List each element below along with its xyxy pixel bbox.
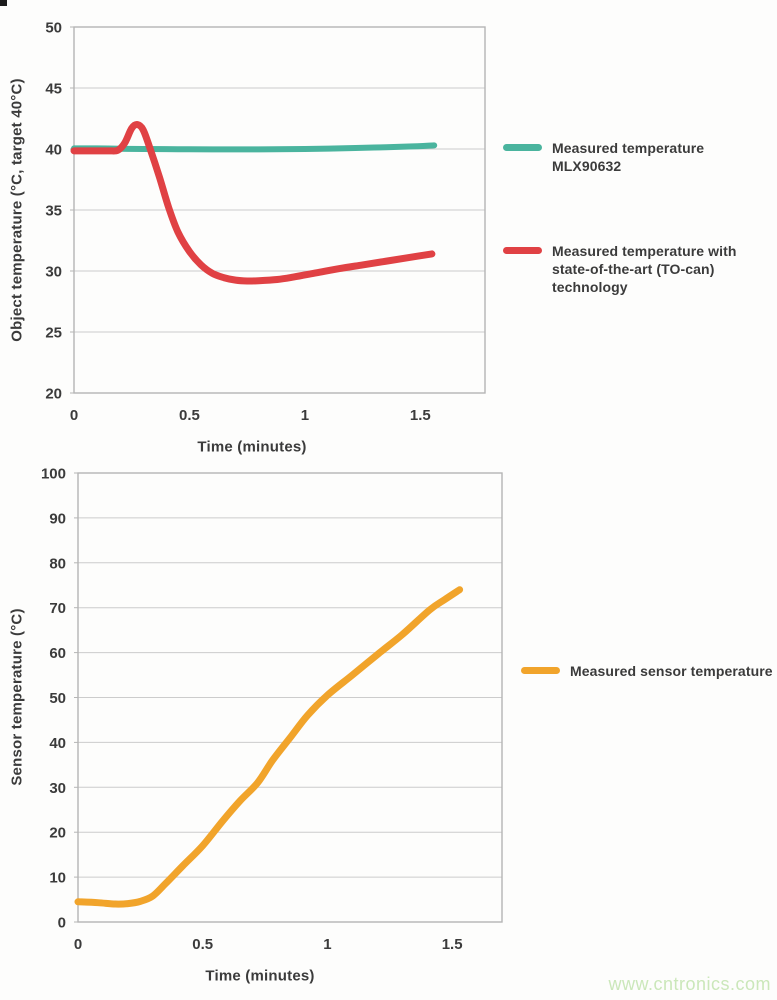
plot-area: 20 25 30 35 40 45 50 0 0.5 1 1.5 [45, 20, 486, 424]
y-tick-label: 20 [45, 386, 62, 403]
legend-swatch-sensor [521, 667, 560, 674]
y-axis-title: Sensor temperature (°C) [8, 608, 26, 786]
y-tick-label: 0 [58, 915, 66, 932]
y-tick-label: 40 [49, 735, 66, 752]
y-tick-label: 60 [49, 645, 66, 662]
plot-border [73, 26, 486, 394]
x-tick-label: 1 [323, 936, 331, 953]
y-tick-label: 50 [45, 20, 62, 37]
series-line-1 [70, 121, 436, 285]
x-tick-label: 1.5 [410, 407, 431, 424]
plot-area: 0 10 20 30 40 50 60 70 80 90 100 0 0.5 1 1.5 [41, 466, 503, 953]
y-tick-label: 20 [49, 825, 66, 842]
legend-item: Measured sensor temperature [521, 662, 773, 680]
plot-border [77, 472, 503, 923]
watermark: www.cntronics.com [608, 974, 771, 994]
x-tick-label: 0.5 [192, 936, 213, 953]
y-tick-label: 80 [49, 555, 66, 572]
x-tick-label: 1 [301, 407, 309, 424]
x-axis-title: Time (minutes) [205, 967, 315, 985]
x-tick-label: 0.5 [179, 407, 200, 424]
legend-label-to-can: Measured temperature with state-of-the-a… [552, 243, 737, 295]
y-tick-label: 70 [49, 600, 66, 617]
legend-item: Measured temperature with state-of-the-a… [503, 242, 777, 296]
corner-artifact [0, 0, 7, 6]
y-tick-label: 35 [45, 203, 62, 220]
legend-swatch-mlx90632 [503, 144, 542, 151]
y-axis-title: Object temperature (°C, target 40°C) [8, 78, 26, 342]
y-tick-label: 90 [49, 510, 66, 527]
x-tick-label: 0 [70, 407, 78, 424]
series-line-0 [74, 586, 464, 908]
y-tick-label: 40 [45, 142, 62, 159]
legend-swatch-to-can [503, 247, 542, 254]
y-tick-label: 30 [45, 264, 62, 281]
x-axis-title: Time (minutes) [197, 438, 307, 456]
x-tick-label: 0 [74, 936, 82, 953]
x-tick-label: 1.5 [442, 936, 463, 953]
y-tick-label: 30 [49, 780, 66, 797]
series-line-0 [71, 142, 438, 153]
y-tick-label: 45 [45, 81, 62, 98]
legend-item: Measured temperature MLX90632 [503, 139, 777, 175]
y-tick-label: 50 [49, 690, 66, 707]
y-tick-label: 10 [49, 870, 66, 887]
legend-label-sensor: Measured sensor temperature [570, 663, 773, 679]
y-tick-label: 25 [45, 325, 62, 342]
y-tick-label: 100 [41, 466, 66, 483]
legend-label-mlx90632: Measured temperature MLX90632 [552, 140, 705, 174]
